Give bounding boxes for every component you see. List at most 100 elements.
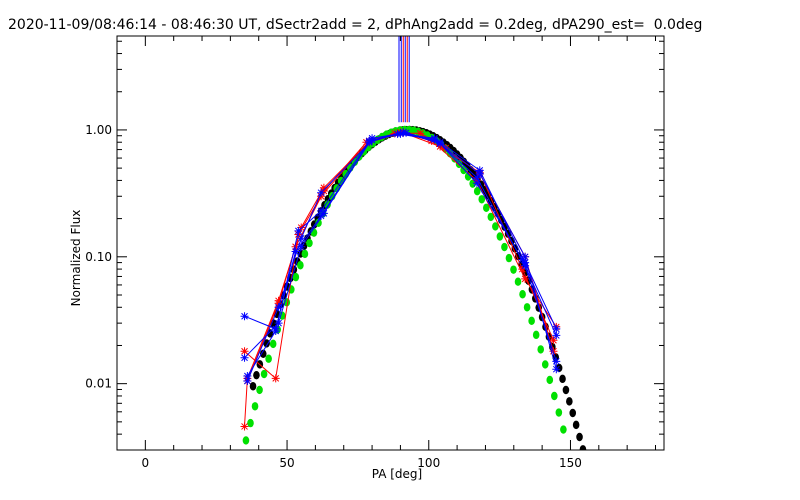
series-3-point (521, 274, 530, 283)
series-5-point (291, 247, 300, 256)
series-0-point (559, 374, 566, 384)
series-0-point (270, 319, 277, 328)
axis-layer: 0 50 100 150 0.01 0.10 1.00 (85, 35, 665, 470)
series-3-point (271, 374, 280, 383)
series-7-point (396, 129, 405, 138)
y-tick-label: 0.01 (85, 377, 112, 391)
series-3 (240, 128, 561, 383)
series-1-point (269, 339, 277, 349)
series-7-point (243, 371, 252, 380)
plot-clip (240, 36, 587, 450)
series-6-point (475, 166, 484, 175)
series-1-point (560, 425, 567, 434)
series-1-point (247, 418, 254, 428)
y-tick-label: 1.00 (85, 123, 112, 137)
series-5-point (552, 365, 561, 374)
series-5 (240, 129, 561, 374)
series-6-point (274, 319, 283, 328)
series-0-point (569, 408, 577, 418)
series-1-point (505, 253, 513, 263)
series-0-point (555, 363, 563, 373)
series-1-point (260, 369, 268, 379)
x-axis-label: PA [deg] (372, 467, 422, 481)
series-0-point (259, 349, 267, 358)
series-1-point (242, 436, 250, 445)
series-0-point (515, 251, 522, 261)
series-8-point (317, 188, 326, 197)
chart-title: 2020-11-09/08:46:14 - 08:46:30 UT, dSect… (8, 17, 703, 33)
series-6-point (240, 353, 249, 362)
series-0-point (576, 432, 583, 442)
series-1-point (541, 360, 549, 369)
series-2-point (416, 129, 425, 138)
series-3-point (240, 347, 249, 356)
series-4-point (297, 223, 306, 232)
series-6-point (552, 324, 561, 333)
series-5-point (240, 312, 249, 321)
series-1 (242, 125, 567, 445)
series-1-point (473, 187, 481, 196)
series-1-point (482, 203, 490, 213)
series-6-line (244, 132, 557, 359)
series-0-point (249, 382, 257, 391)
series-7-point (271, 327, 280, 336)
series-8 (243, 128, 561, 385)
series-1-point (523, 303, 531, 312)
series-1-point (528, 316, 535, 326)
series-1-point (510, 265, 517, 274)
series-4-point (319, 183, 328, 192)
series-1-point (292, 272, 300, 282)
series-8-point (297, 234, 306, 243)
series-1-point (297, 261, 304, 270)
series-8-point (243, 376, 252, 385)
plot-area (240, 36, 587, 450)
series-1-point (532, 330, 540, 340)
series-8-point (399, 128, 408, 137)
series-7-point (365, 136, 374, 145)
plot-frame (116, 35, 665, 451)
series-1-point (555, 408, 563, 417)
series-7 (243, 129, 561, 380)
series-0-point (579, 445, 587, 450)
series-0-point (562, 385, 570, 395)
series-1-point (496, 232, 504, 241)
series-7-point (472, 173, 481, 182)
series-1-point (537, 345, 545, 354)
series-8-point (472, 179, 481, 188)
series-1-point (492, 222, 499, 231)
series-8-point (552, 331, 561, 340)
series-1-point (301, 249, 309, 259)
series-8-point (368, 136, 377, 145)
series-7-point (317, 206, 326, 215)
series-1-point (514, 277, 522, 286)
series-2-point (240, 422, 249, 431)
series-1-point (324, 200, 331, 209)
series-1-point (315, 218, 322, 228)
x-tick-label: 100 (417, 456, 440, 470)
series-0-point (263, 339, 270, 348)
series-8-line (246, 131, 557, 382)
y-axis-label: Normalized Flux (69, 210, 83, 307)
series-4-point (549, 336, 558, 345)
series-0-point (566, 397, 573, 406)
series-1-point (501, 242, 508, 252)
series-1-point (551, 391, 558, 401)
x-tick-label: 0 (142, 456, 150, 470)
series-5-line (244, 133, 557, 370)
series-1-point (519, 290, 526, 299)
series-7-point (294, 226, 303, 235)
series-1-point (306, 238, 313, 248)
series-8-point (274, 303, 283, 312)
y-tick-label: 0.10 (85, 250, 112, 264)
series-1-point (265, 354, 272, 363)
series-1-point (256, 385, 263, 395)
series-7-point (552, 357, 561, 366)
series-0-point (253, 370, 260, 380)
series-8-point (436, 139, 445, 148)
x-tick-label: 150 (559, 456, 582, 470)
series-1-point (487, 212, 495, 222)
series-8-point (518, 255, 527, 264)
series-6-point (297, 242, 306, 251)
x-tick-label: 50 (279, 456, 294, 470)
